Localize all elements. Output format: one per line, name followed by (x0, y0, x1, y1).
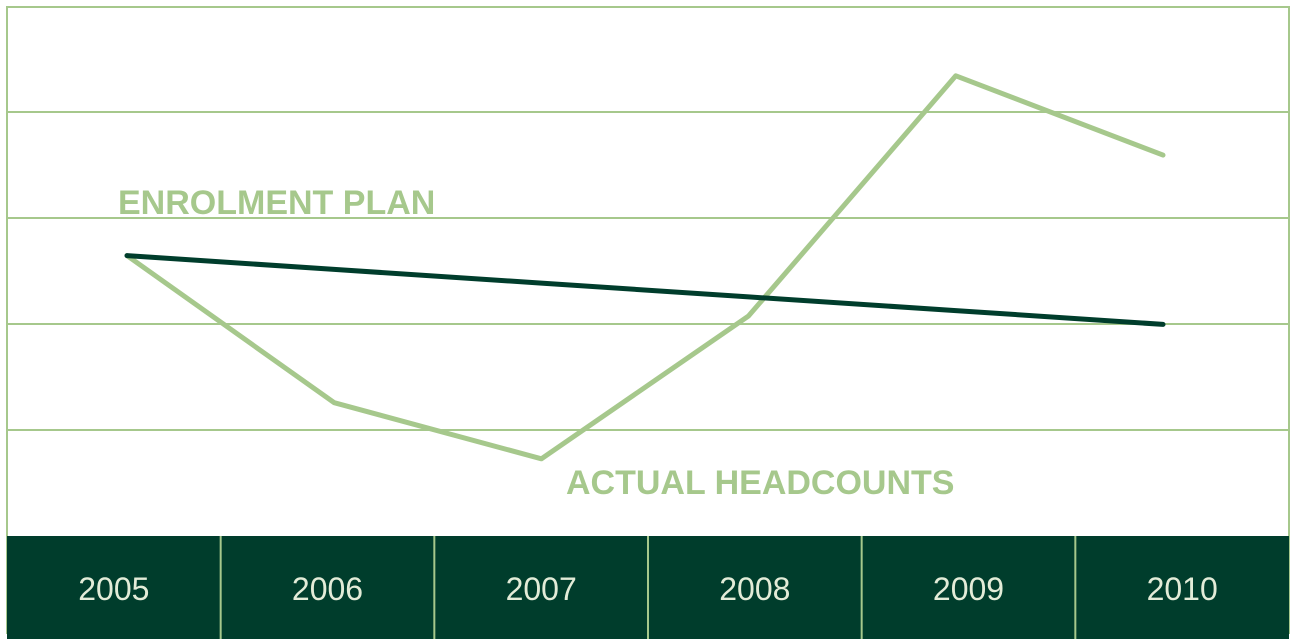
series-line-actual-headcounts (124, 73, 1166, 462)
series-label-enrolment-plan: ENROLMENT PLAN (118, 184, 435, 222)
x-tick-label: 2006 (292, 571, 363, 607)
x-tick-label: 2005 (78, 571, 149, 607)
x-axis-separators (219, 536, 1077, 639)
series-line-enrolment-plan (124, 253, 1166, 327)
x-tick-label: 2007 (506, 571, 577, 607)
x-tick-label: 2009 (933, 571, 1004, 607)
x-tick-label: 2008 (719, 571, 790, 607)
x-tick-label: 2010 (1147, 571, 1218, 607)
x-axis-ticks: 2005 2006 2007 2008 2009 2010 (78, 571, 1218, 607)
series-label-actual-headcounts: ACTUAL HEADCOUNTS (566, 464, 954, 502)
series-lines (124, 73, 1166, 462)
